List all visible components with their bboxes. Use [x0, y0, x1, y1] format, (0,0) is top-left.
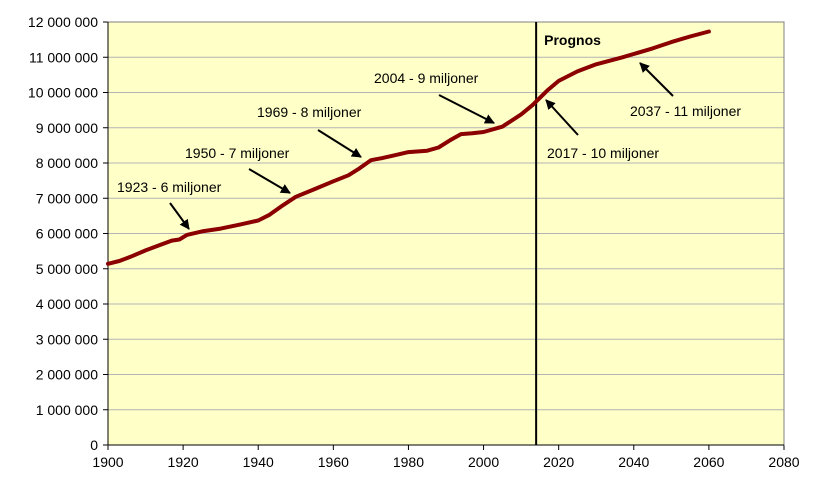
annotation-arrow	[545, 99, 579, 136]
y-tick-label: 9 000 000	[36, 120, 98, 136]
gridlines	[108, 21, 784, 411]
y-tick-label: 11 000 000	[29, 49, 98, 65]
y-tick-label: 4 000 000	[36, 296, 98, 312]
y-tick-label: 10 000 000	[28, 85, 98, 101]
y-tick-label: 1 000 000	[36, 402, 98, 418]
annotation-label: 2037 - 11 miljoner	[630, 103, 741, 119]
annotation-label: 1969 - 8 miljoner	[257, 104, 362, 120]
x-tick-label: 1960	[318, 454, 349, 470]
forecast-marker: Prognos	[535, 22, 601, 445]
y-tick-label: 12 000 000	[28, 14, 98, 30]
x-tick-label: 2080	[768, 454, 799, 470]
annotations: 1923 - 6 miljoner 1950 - 7 miljoner 1969 -…	[117, 62, 741, 230]
x-tick-label: 1900	[92, 454, 123, 470]
annotation-arrow	[639, 62, 674, 97]
x-tick-label: 2040	[618, 454, 649, 470]
x-tick-label: 1980	[393, 454, 424, 470]
y-tick-label: 8 000 000	[36, 155, 98, 171]
x-tick-label: 1920	[168, 454, 199, 470]
forecast-label: Prognos	[544, 32, 601, 48]
y-tick-label: 7 000 000	[36, 190, 98, 206]
annotation-label: 2017 - 10 miljoner	[547, 145, 659, 161]
y-tick-label: 5 000 000	[36, 261, 98, 277]
y-tick-label: 6 000 000	[36, 226, 98, 242]
series-layer	[106, 29, 711, 266]
annotation-label: 1950 - 7 miljoner	[185, 145, 290, 161]
y-tick-label: 0	[90, 437, 98, 453]
x-tick-label: 2020	[543, 454, 574, 470]
x-tick-label: 1940	[243, 454, 274, 470]
y-tick-label: 3 000 000	[36, 331, 98, 347]
annotation-arrow	[438, 94, 495, 124]
annotation-arrow	[317, 129, 362, 158]
annotation-label: 2004 - 9 miljoner	[374, 70, 479, 86]
population-series-line	[106, 29, 711, 266]
x-tick-label: 2060	[693, 454, 724, 470]
annotation-label: 1923 - 6 miljoner	[117, 179, 222, 195]
x-tick-label: 2000	[468, 454, 499, 470]
annotation-arrow	[169, 202, 190, 230]
y-tick-label: 2 000 000	[36, 367, 98, 383]
annotation-arrow	[248, 168, 291, 194]
axes: 0 1 000 000 2 000 000 3 000 000 4 000 000 5 0…	[28, 14, 800, 470]
